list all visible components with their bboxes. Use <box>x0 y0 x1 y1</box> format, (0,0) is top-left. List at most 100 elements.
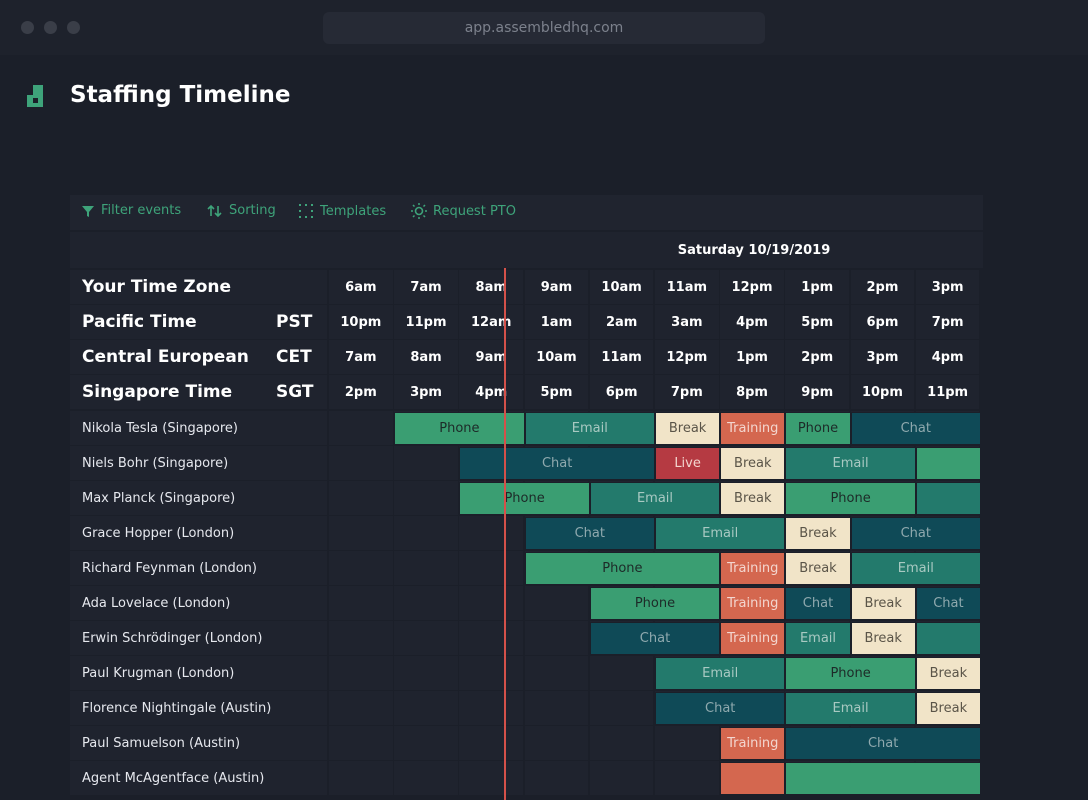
person-name[interactable]: Ada Lovelace (London) <box>70 586 327 620</box>
person-name[interactable]: Paul Samuelson (Austin) <box>70 726 327 760</box>
hour-label: 10am <box>589 270 654 304</box>
event-block[interactable]: Break <box>850 587 916 620</box>
empty-slot <box>655 761 719 795</box>
toolbar-button[interactable]: Filter events <box>81 203 181 218</box>
empty-slot <box>459 656 524 690</box>
event-block[interactable]: Live <box>655 447 721 480</box>
event-block[interactable] <box>915 622 981 655</box>
event-block[interactable]: Chat <box>785 727 981 760</box>
person-name[interactable]: Paul Krugman (London) <box>70 656 327 690</box>
event-block[interactable]: Email <box>785 447 916 480</box>
event-block[interactable]: Training <box>720 727 786 760</box>
empty-slot <box>459 761 524 795</box>
empty-slot <box>394 481 458 515</box>
empty-slot <box>394 621 458 655</box>
event-block[interactable] <box>720 762 786 795</box>
empty-slot <box>329 516 393 550</box>
event-block[interactable]: Training <box>720 412 786 445</box>
event-block[interactable] <box>915 482 981 515</box>
hour-label: 12am <box>459 305 524 339</box>
timezone-name: Pacific Time <box>70 305 327 339</box>
person-name[interactable]: Nikola Tesla (Singapore) <box>70 411 327 445</box>
event-block[interactable]: Phone <box>524 552 721 585</box>
hour-label: 7am <box>329 340 393 374</box>
toolbar-button[interactable]: Sorting <box>207 203 276 218</box>
event-block[interactable]: Chat <box>850 412 981 445</box>
event-block[interactable]: Break <box>915 657 981 690</box>
empty-slot <box>589 656 654 690</box>
event-block[interactable]: Email <box>785 692 916 725</box>
person-name[interactable]: Florence Nightingale (Austin) <box>70 691 327 725</box>
empty-slot <box>655 726 719 760</box>
hour-label: 11am <box>589 340 654 374</box>
event-block[interactable]: Email <box>524 412 655 445</box>
event-block[interactable]: Training <box>720 552 786 585</box>
event-block[interactable]: Chat <box>524 517 655 550</box>
timezone-abbr: CET <box>276 347 312 367</box>
event-block[interactable]: Phone <box>459 482 590 515</box>
person-name[interactable]: Max Planck (Singapore) <box>70 481 327 515</box>
hour-label: 2pm <box>850 270 915 304</box>
event-block[interactable]: Email <box>589 482 721 515</box>
hour-label: 2am <box>589 305 654 339</box>
toolbar-button[interactable]: Request PTO <box>411 203 516 219</box>
hour-label: 1pm <box>720 340 784 374</box>
person-name[interactable]: Agent McAgentface (Austin) <box>70 761 327 795</box>
window-dot[interactable] <box>21 21 34 34</box>
event-block[interactable]: Break <box>915 692 981 725</box>
event-block[interactable]: Break <box>850 622 916 655</box>
url-bar[interactable]: app.assembledhq.com <box>323 12 765 44</box>
timezone-abbr: PST <box>276 312 313 332</box>
empty-slot <box>459 586 524 620</box>
event-block[interactable]: Break <box>785 552 851 585</box>
person-name[interactable]: Grace Hopper (London) <box>70 516 327 550</box>
empty-slot <box>329 621 393 655</box>
empty-slot <box>329 551 393 585</box>
event-block[interactable]: Break <box>720 482 786 515</box>
hour-label: 8am <box>394 340 458 374</box>
event-block[interactable]: Break <box>785 517 851 550</box>
person-name[interactable]: Richard Feynman (London) <box>70 551 327 585</box>
event-block[interactable]: Phone <box>785 482 916 515</box>
event-block[interactable]: Training <box>720 587 786 620</box>
empty-slot <box>329 691 393 725</box>
person-name[interactable]: Erwin Schrödinger (London) <box>70 621 327 655</box>
hour-label: 5pm <box>785 305 850 339</box>
event-block[interactable]: Break <box>655 412 721 445</box>
toolbar-label: Templates <box>320 203 387 219</box>
event-block[interactable]: Break <box>720 447 786 480</box>
hour-label: 7am <box>394 270 458 304</box>
window-dot[interactable] <box>44 21 57 34</box>
event-block[interactable]: Phone <box>785 657 916 690</box>
event-block[interactable] <box>785 762 981 795</box>
toolbar-button[interactable]: Templates <box>298 203 386 219</box>
event-block[interactable]: Phone <box>785 412 851 445</box>
event-block[interactable]: Chat <box>459 447 655 480</box>
empty-slot <box>459 516 524 550</box>
event-block[interactable]: Training <box>720 622 786 655</box>
event-block[interactable]: Chat <box>915 587 981 620</box>
event-block[interactable]: Chat <box>655 692 786 725</box>
event-block[interactable]: Chat <box>785 587 851 620</box>
empty-slot <box>394 761 458 795</box>
event-block[interactable]: Email <box>655 517 786 550</box>
hour-label: 6pm <box>850 305 915 339</box>
hour-label: 4pm <box>459 375 524 409</box>
event-block[interactable]: Chat <box>589 622 721 655</box>
hour-label: 11pm <box>394 305 458 339</box>
event-block[interactable]: Email <box>785 622 851 655</box>
empty-slot <box>524 656 589 690</box>
hour-label: 10am <box>524 340 589 374</box>
person-name[interactable]: Niels Bohr (Singapore) <box>70 446 327 480</box>
empty-slot <box>459 691 524 725</box>
hour-label: 7pm <box>915 305 980 339</box>
window-dot[interactable] <box>67 21 80 34</box>
event-block[interactable] <box>915 447 981 480</box>
event-block[interactable]: Chat <box>850 517 981 550</box>
hour-label: 5pm <box>524 375 589 409</box>
event-block[interactable]: Email <box>655 657 786 690</box>
event-block[interactable]: Phone <box>394 412 525 445</box>
event-block[interactable]: Phone <box>589 587 721 620</box>
event-block[interactable]: Email <box>850 552 981 585</box>
toolbar-label: Request PTO <box>433 203 516 219</box>
